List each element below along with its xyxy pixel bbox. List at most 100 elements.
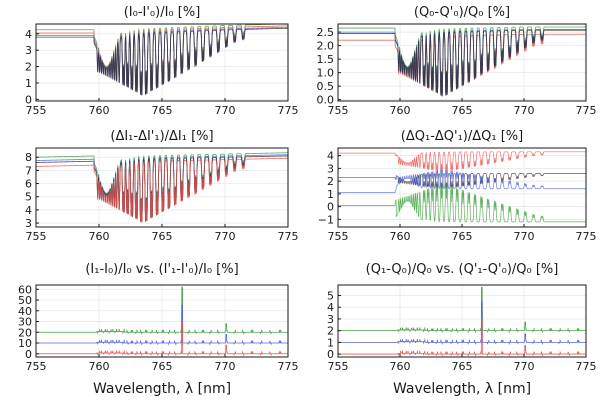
y-tick-label: 40	[18, 305, 32, 318]
y-tick-label: 30	[18, 316, 32, 329]
y-tick-label: 0	[25, 348, 32, 361]
x-tick-label: 775	[576, 230, 597, 243]
chart-panel-1: (I₀-I'₀)/I₀ [%] 755 760 765 770 775 0 1 2 3 4	[25, 5, 299, 117]
y-tick-label: 2.5	[317, 26, 335, 39]
y-tick-label: −1	[318, 213, 334, 226]
x-tick-label: 770	[514, 104, 535, 117]
y-tick-label: 7	[25, 164, 32, 177]
chart-title: (Q₀-Q'₀)/Q₀ [%]	[414, 5, 510, 20]
x-tick-label: 755	[328, 104, 349, 117]
y-tick-label: 3	[25, 44, 32, 57]
y-tick-label: 3	[25, 217, 32, 230]
x-tick-label: 765	[452, 360, 473, 373]
y-tick-label: 1	[25, 77, 32, 90]
y-tick-label: 4	[327, 301, 334, 314]
y-tick-label: 6	[25, 178, 32, 191]
plot-area	[36, 24, 288, 96]
x-tick-label: 765	[452, 104, 473, 117]
chart-panel-6: (Q₁-Q₀)/Q₀ vs. (Q'₁-Q'₀)/Q₀ [%] 755 760 765…	[327, 262, 597, 397]
y-tick-label: 4	[327, 150, 334, 163]
y-tick-label: 0	[25, 93, 32, 106]
y-tick-label: 1	[327, 336, 334, 349]
series-line-3	[338, 169, 586, 193]
x-tick-label: 760	[89, 230, 110, 243]
chart-panel-2: (Q₀-Q'₀)/Q₀ [%] 755 760 765 770 775 0.00.51.01…	[317, 5, 597, 117]
x-tick-label: 765	[452, 230, 473, 243]
x-tick-label: 760	[89, 104, 110, 117]
x-tick-label: 770	[215, 104, 236, 117]
x-tick-label: 770	[514, 360, 535, 373]
x-tick-label: 755	[26, 360, 47, 373]
plot-area	[36, 152, 288, 223]
x-tick-label: 760	[390, 360, 411, 373]
chart-title: (ΔI₁-ΔI'₁)/ΔI₁ [%]	[110, 129, 213, 144]
x-tick-label: 770	[514, 230, 535, 243]
x-tick-label: 765	[152, 104, 173, 117]
x-tick-label: 770	[215, 360, 236, 373]
y-tick-label: 0.0	[317, 94, 335, 107]
y-tick-label: 1.5	[317, 53, 335, 66]
x-tick-label: 775	[278, 230, 299, 243]
x-tick-label: 775	[278, 360, 299, 373]
y-tick-label: 5	[25, 191, 32, 204]
series-line-1	[338, 151, 586, 173]
series-line-4	[36, 27, 288, 96]
x-tick-label: 765	[152, 230, 173, 243]
x-tick-label: 760	[390, 230, 411, 243]
plot-area	[338, 26, 586, 97]
series-line-1	[36, 286, 288, 335]
x-tick-label: 755	[26, 230, 47, 243]
series-line-4	[36, 157, 288, 223]
chart-panel-5: (I₁-I₀)/I₀ vs. (I'₁-I'₀)/I₀ [%] 755 760 765…	[18, 262, 299, 397]
y-tick-label: 2	[327, 175, 334, 188]
x-tick-label: 775	[278, 104, 299, 117]
x-tick-label: 755	[328, 230, 349, 243]
y-tick-label: 0	[327, 348, 334, 361]
y-tick-label: 60	[18, 283, 32, 296]
x-tick-label: 770	[215, 230, 236, 243]
y-tick-label: 2	[25, 61, 32, 74]
chart-title: (ΔQ₁-ΔQ'₁)/ΔQ₁ [%]	[401, 129, 523, 144]
series-line-2	[338, 173, 586, 189]
y-tick-label: 1.0	[317, 67, 335, 80]
x-tick-label: 755	[328, 360, 349, 373]
x-tick-label: 775	[576, 360, 597, 373]
y-tick-label: 50	[18, 294, 32, 307]
x-axis-label: Wavelength, λ [nm]	[393, 381, 531, 397]
y-tick-label: 2	[327, 325, 334, 338]
chart-title: (I₁-I₀)/I₀ vs. (I'₁-I'₀)/I₀ [%]	[85, 262, 238, 277]
chart-title: (I₀-I'₀)/I₀ [%]	[124, 5, 201, 20]
series-line-4	[338, 29, 586, 97]
y-tick-label: 0	[327, 201, 334, 214]
x-tick-label: 765	[152, 360, 173, 373]
y-tick-label: 5	[327, 290, 334, 303]
y-tick-label: 10	[18, 337, 32, 350]
y-tick-label: 0.5	[317, 80, 335, 93]
y-tick-label: 20	[18, 326, 32, 339]
chart-title: (Q₁-Q₀)/Q₀ vs. (Q'₁-Q'₀)/Q₀ [%]	[366, 262, 559, 277]
x-axis-label: Wavelength, λ [nm]	[93, 381, 231, 397]
y-tick-label: 8	[25, 151, 32, 164]
series-line-3	[36, 321, 288, 357]
x-tick-label: 755	[26, 104, 47, 117]
series-line-1	[338, 286, 586, 334]
y-tick-label: 3	[327, 162, 334, 175]
x-tick-label: 775	[576, 104, 597, 117]
series-line-4	[338, 184, 586, 223]
y-tick-label: 4	[25, 204, 32, 217]
y-tick-label: 2.0	[317, 40, 335, 53]
x-tick-label: 760	[89, 360, 110, 373]
plot-area	[338, 286, 586, 357]
y-tick-label: 3	[327, 313, 334, 326]
plot-area	[36, 286, 288, 357]
y-tick-label: 4	[25, 28, 32, 41]
plot-area	[338, 151, 586, 223]
series-line-2	[36, 305, 288, 346]
x-tick-label: 760	[390, 104, 411, 117]
series-line-2	[338, 300, 586, 346]
series-line-3	[338, 318, 586, 357]
y-tick-label: 1	[327, 188, 334, 201]
